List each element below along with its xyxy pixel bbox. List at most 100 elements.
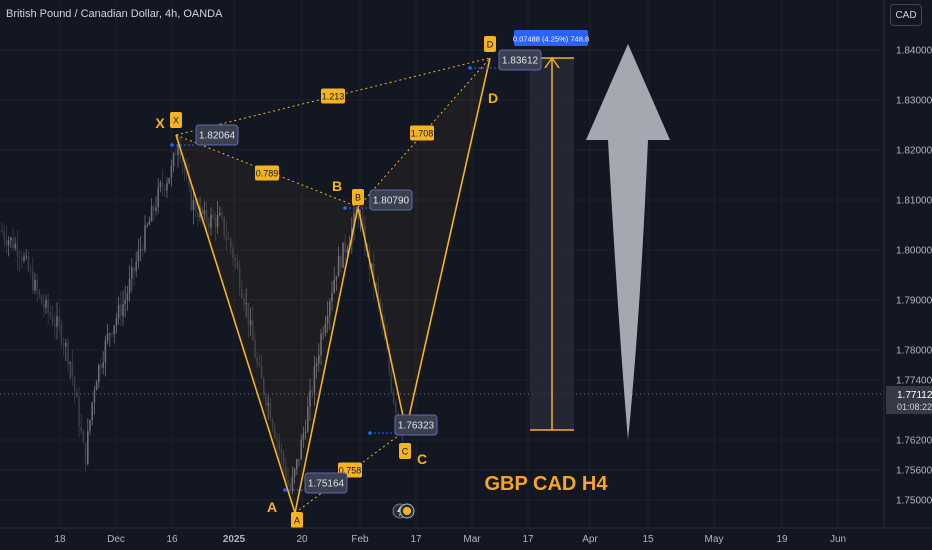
candle-body — [289, 484, 291, 492]
ratio-label-xd: 1.213 — [322, 92, 345, 102]
price-label-c: 1.76323 — [398, 421, 435, 432]
candle-body — [329, 301, 331, 316]
candle-body — [137, 250, 140, 262]
price-box-d — [498, 49, 542, 71]
time-tick-label: 20 — [296, 534, 308, 545]
candle-body — [197, 211, 199, 218]
harmonic-pattern[interactable]: 0.789 0.758 1.708 1.213 XX 1.82064 A A 1.75164 B B… — [155, 36, 542, 528]
candle-body — [340, 256, 342, 268]
candle-body — [227, 239, 230, 240]
candle-body — [164, 187, 166, 191]
point-marker-text-x: X — [173, 116, 179, 126]
candle-body — [14, 243, 16, 249]
candle-body — [276, 437, 278, 441]
price-box-x — [195, 124, 239, 146]
candle-body — [201, 207, 203, 215]
candle-body — [82, 431, 85, 443]
candle-body — [254, 340, 256, 358]
candle-body — [25, 255, 27, 257]
time-tick-label: Apr — [582, 534, 598, 545]
time-tick-label: Feb — [351, 534, 369, 545]
candle-body — [45, 299, 47, 308]
candle-body — [34, 279, 36, 291]
price-tick-label: 1.75000 — [896, 496, 932, 507]
point-letter-b: B — [332, 178, 342, 194]
measure-label: 0.07488 (4.25%) 748.8 — [513, 35, 589, 44]
point-letter-d: D — [488, 90, 498, 106]
point-letter-x: X — [155, 115, 165, 131]
candle-body — [60, 323, 63, 344]
ratio-label-xb: 0.789 — [256, 169, 279, 179]
candle-body — [287, 480, 289, 485]
point-marker-x — [170, 112, 182, 128]
candle-body — [113, 325, 115, 335]
candle-body — [111, 333, 113, 335]
pattern-leg-ab — [294, 206, 359, 514]
candle-body — [159, 182, 162, 188]
flag-icon — [403, 507, 411, 515]
candle-body — [51, 316, 54, 325]
time-axis[interactable]: 18 Dec 16 2025 20 Feb 17 Mar 17 Apr 15 May 19 Jun — [0, 527, 932, 545]
candle-body — [203, 209, 206, 215]
candle-body — [322, 333, 324, 335]
point-marker-c — [399, 443, 411, 459]
price-tick-label: 1.79000 — [896, 296, 932, 307]
price-axis-background — [884, 0, 932, 528]
currency-button[interactable]: CAD — [890, 4, 922, 26]
time-tick-label: Mar — [463, 534, 481, 545]
candle-body — [280, 449, 283, 455]
candle-body — [324, 323, 327, 334]
candle-body — [12, 237, 14, 249]
candle-body — [247, 303, 250, 325]
candle-body — [29, 270, 32, 272]
candle-body — [188, 175, 190, 186]
candle-body — [65, 342, 67, 347]
candle-body — [337, 256, 340, 277]
candle-body — [23, 256, 25, 261]
chart-title: British Pound / Canadian Dollar, 4h, OAN… — [6, 8, 223, 20]
candle-body — [373, 263, 375, 285]
price-range-measurement[interactable]: 0.07488 (4.25%) 748.8 — [513, 30, 589, 431]
price-tick-label: 1.80000 — [896, 246, 932, 257]
time-tick-label: 17 — [410, 534, 422, 545]
candle-body — [318, 355, 320, 364]
candle-body — [333, 279, 335, 293]
candle-body — [170, 166, 173, 179]
price-tick-label: 1.78000 — [896, 346, 932, 357]
candle-body — [7, 240, 10, 245]
candle-body — [100, 364, 102, 368]
candle-body — [238, 267, 241, 290]
price-dot-d — [468, 66, 472, 70]
price-box-a — [304, 472, 348, 494]
candle-body — [315, 363, 318, 367]
candle-body — [362, 218, 364, 225]
price-box-c — [394, 414, 438, 436]
candle-body — [293, 469, 296, 477]
candle-body — [192, 200, 195, 210]
candle-body — [36, 279, 38, 291]
candle-body — [357, 212, 360, 220]
price-tick-label: 1.77400 — [896, 376, 932, 387]
chart-grid — [0, 0, 884, 528]
candle-body — [263, 378, 265, 395]
candle-body — [271, 419, 274, 428]
candle-body — [54, 324, 56, 327]
candle-body — [40, 295, 43, 304]
candle-body — [80, 426, 82, 432]
candle-body — [243, 297, 245, 305]
candle-body — [5, 239, 8, 245]
candle-body — [256, 357, 258, 364]
point-marker-text-a: A — [294, 516, 300, 526]
point-letter-c: C — [417, 451, 427, 467]
price-axis[interactable]: 1.84000 1.83000 1.82000 1.81000 1.80000 1.790… — [883, 0, 932, 528]
event-icons[interactable] — [392, 503, 415, 519]
candle-body — [219, 212, 221, 215]
candle-body — [133, 267, 135, 272]
candle-body — [181, 158, 184, 164]
candle-body — [161, 182, 164, 188]
candle-body — [230, 239, 232, 248]
candle-body — [10, 237, 12, 241]
candle-body — [91, 402, 93, 421]
price-tick-label: 1.84000 — [896, 46, 932, 57]
